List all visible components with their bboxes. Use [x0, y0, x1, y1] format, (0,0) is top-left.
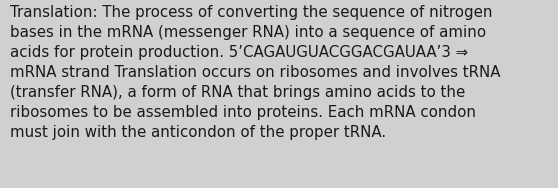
Text: Translation: The process of converting the sequence of nitrogen
bases in the mRN: Translation: The process of converting t… — [10, 5, 501, 140]
